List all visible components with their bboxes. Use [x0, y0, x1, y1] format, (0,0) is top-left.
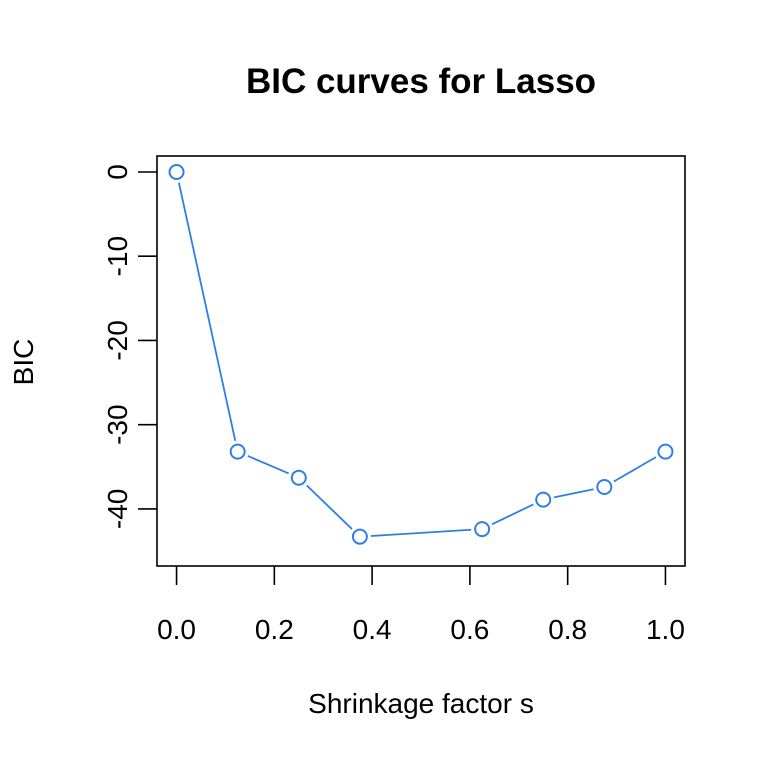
- plot-area-frame: [156, 155, 686, 567]
- y-tick-label: 0: [102, 164, 133, 180]
- y-tick-label: -20: [102, 320, 133, 360]
- series-line-segment: [306, 484, 353, 530]
- y-axis: 0 -10 -20 -30 -40: [102, 164, 157, 529]
- y-tick-label: -30: [102, 404, 133, 444]
- x-tick-label: 0.6: [450, 614, 489, 645]
- series-layer: [168, 164, 674, 545]
- x-tick-label: 0.0: [157, 614, 196, 645]
- x-tick-label: 1.0: [646, 614, 685, 645]
- y-tick-label: -40: [102, 489, 133, 529]
- series-line-segment: [247, 455, 290, 475]
- x-tick-label: 0.8: [548, 614, 587, 645]
- series-line-segment: [613, 456, 657, 483]
- data-point: [290, 469, 307, 486]
- y-tick-label: -10: [102, 236, 133, 276]
- x-axis: 0.0 0.2 0.4 0.6 0.8 1.0: [157, 566, 685, 645]
- series-line-segment: [178, 182, 237, 442]
- data-point: [474, 521, 491, 538]
- series-line-segment: [491, 503, 534, 526]
- x-tick-label: 0.2: [255, 614, 294, 645]
- data-point: [168, 164, 185, 180]
- chart-title: BIC curves for Lasso: [246, 62, 596, 101]
- data-point: [657, 443, 674, 460]
- x-axis-label: Shrinkage factor s: [308, 688, 534, 719]
- x-tick-label: 0.4: [353, 614, 392, 645]
- series-line-segment: [553, 488, 594, 499]
- y-axis-label: BIC: [8, 339, 39, 386]
- data-point: [351, 528, 368, 545]
- series-line-segment: [370, 528, 472, 537]
- data-point: [596, 478, 613, 495]
- data-point: [535, 491, 552, 508]
- data-point: [229, 443, 246, 460]
